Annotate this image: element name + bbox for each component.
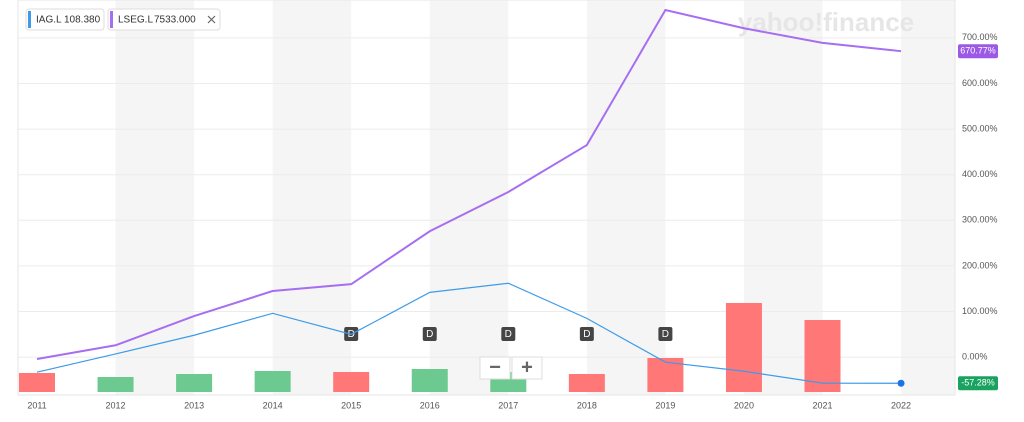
volume-bar	[568, 374, 605, 392]
dividend-box	[658, 327, 673, 341]
dividend: D	[501, 327, 516, 341]
volume-bar	[804, 320, 841, 392]
volume-bar	[333, 372, 370, 392]
band	[115, 0, 195, 395]
x-tick-label: 2018	[577, 400, 597, 410]
zoom-label[interactable]: −	[489, 356, 501, 378]
dividend-label: D	[662, 329, 669, 340]
volume-bar	[725, 303, 762, 392]
value-badge	[958, 376, 998, 391]
plot-border	[17, 0, 956, 396]
value-label: 670.77%	[960, 46, 996, 56]
x-tick-label: 2019	[655, 400, 675, 410]
y-tick-label: 500.00%	[962, 123, 998, 133]
volume-bar	[411, 369, 448, 392]
volume-bar	[176, 374, 213, 392]
dividend-label: D	[505, 329, 512, 340]
band	[586, 0, 666, 395]
dividend-label: D	[426, 329, 433, 340]
dividend: D	[422, 327, 437, 341]
y-tick-label: 100.00%	[962, 306, 998, 316]
volume-bar	[19, 373, 55, 392]
zoom-button[interactable]	[511, 356, 543, 380]
zoom-button[interactable]	[479, 356, 511, 380]
x-tick-label: 2016	[420, 400, 440, 410]
legend-swatch	[110, 11, 113, 28]
x-tick-label: 2017	[498, 400, 518, 410]
value-badge	[958, 44, 998, 59]
volume-bar	[254, 371, 291, 392]
value-label: -57.28%	[961, 378, 995, 388]
series-line	[36, 8, 902, 360]
x-tick-label: 2013	[184, 400, 204, 410]
legend-price: 108.380	[64, 15, 101, 26]
dividend-box	[501, 327, 516, 341]
dividend: D	[579, 327, 594, 341]
x-tick-label: 2012	[106, 400, 126, 410]
dividend: D	[658, 327, 673, 341]
zoom-label[interactable]: +	[521, 356, 533, 378]
legend-close[interactable]	[207, 15, 216, 24]
x-tick-label: 2022	[891, 400, 911, 410]
y-tick-label: 600.00%	[962, 78, 998, 88]
x-tick-label: 2015	[341, 400, 361, 410]
legend-symbol: LSEG.L	[118, 15, 153, 26]
dividend-box	[422, 327, 437, 341]
x-tick-label: 2014	[263, 400, 283, 410]
legend-box	[107, 8, 221, 31]
y-tick-label: 300.00%	[962, 215, 998, 225]
end-dot	[897, 379, 905, 387]
legend-symbol: IAG.L	[36, 15, 62, 26]
band	[272, 0, 352, 395]
series-line	[36, 282, 902, 384]
dividend-label: D	[583, 329, 590, 340]
legend-price: 7533.000	[154, 15, 196, 26]
legend-swatch	[28, 11, 31, 28]
y-tick-label: 400.00%	[962, 169, 998, 179]
y-tick-label: 700.00%	[962, 32, 998, 42]
volume-bar	[97, 377, 134, 392]
x-tick-label: 2011	[27, 400, 46, 410]
band	[901, 0, 955, 395]
legend-box	[25, 8, 105, 31]
y-tick-label: 0.00%	[962, 352, 988, 362]
y-tick-label: 200.00%	[962, 260, 998, 270]
x-tick-label: 2020	[734, 400, 754, 410]
dividend-box	[579, 327, 594, 341]
x-tick-label: 2021	[812, 400, 832, 410]
